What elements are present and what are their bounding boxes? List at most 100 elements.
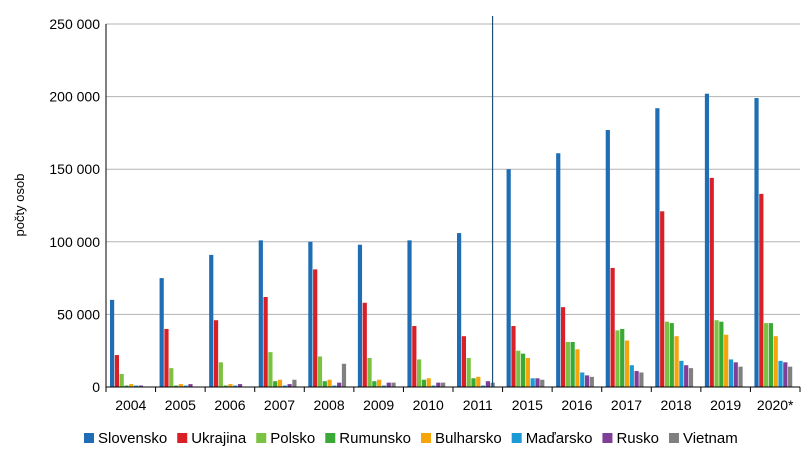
bar-ukrajina-2007: [263, 296, 268, 387]
bar-polsko-2005: [169, 368, 174, 387]
bar-vietnam-2016: [589, 376, 594, 387]
bar-vietnam-2009: [391, 382, 396, 387]
bar-maďarsko-2007: [282, 385, 287, 387]
x-tick-label: 2006: [214, 397, 245, 413]
x-tick-label: 2016: [561, 397, 592, 413]
bar-slovensko-2010: [407, 240, 412, 387]
bar-bulharsko-2015: [525, 357, 530, 387]
legend-item-vietnam: Vietnam: [668, 430, 738, 447]
bar-slovensko-2009: [357, 244, 363, 387]
x-tick-label: 2017: [611, 397, 642, 413]
legend: Slovensko Ukrajina Polsko Rumunsko Bulharsko…: [84, 430, 738, 447]
bar-rusko-2005: [188, 384, 193, 387]
bar-ukrajina-2019: [709, 177, 714, 387]
bar-rumunsko-2004: [124, 385, 129, 387]
bar-ukrajina-2020: [759, 193, 764, 387]
bar-polsko-2015: [516, 350, 521, 387]
x-axis-ticks: 2004 2005 2006 2007 2008 2009 2010 2011 2015 2016…: [105, 387, 801, 413]
legend-item-slovensko: Slovensko: [84, 430, 167, 447]
bar-polsko-2016: [565, 341, 570, 387]
legend-label: Slovensko: [98, 430, 167, 447]
legend-label: Ukrajina: [191, 430, 247, 447]
bar-maďarsko-2017: [629, 365, 634, 387]
bar-rusko-2004: [138, 385, 143, 387]
bar-maďarsko-2009: [381, 385, 387, 387]
bar-maďarsko-2008: [332, 385, 337, 387]
x-tick-label: 2008: [313, 397, 344, 413]
bar-slovensko-2015: [506, 169, 511, 387]
x-tick-label: 2019: [710, 397, 741, 413]
bar-vietnam-2020: [788, 366, 793, 387]
bar-vietnam-2007: [292, 379, 297, 387]
x-tick-label: 2018: [660, 397, 691, 413]
legend-item-maďarsko: Maďarsko: [511, 430, 592, 447]
legend-swatch: [668, 433, 679, 443]
legend-label: Polsko: [270, 430, 315, 447]
bar-slovensko-2018: [655, 108, 660, 387]
bar-ukrajina-2009: [362, 302, 367, 387]
bar-rusko-2011: [485, 381, 490, 387]
bar-slovensko-2017: [605, 129, 610, 387]
bar-rumunsko-2011: [471, 378, 476, 387]
bar-rumunsko-2015: [520, 353, 526, 387]
legend-label: Bulharsko: [435, 430, 502, 447]
x-tick-label: 2011: [463, 397, 493, 413]
bar-bulharsko-2005: [178, 384, 183, 387]
bar-bulharsko-2020: [773, 336, 778, 387]
legend-item-rumunsko: Rumunsko: [325, 430, 411, 447]
bar-ukrajina-2015: [511, 326, 516, 387]
bar-rumunsko-2007: [273, 381, 278, 387]
bar-rumunsko-2020: [768, 323, 774, 387]
bar-maďarsko-2004: [134, 385, 139, 387]
bar-rumunsko-2016: [570, 341, 575, 387]
bar-ukrajina-2006: [213, 320, 219, 387]
bar-rumunsko-2005: [173, 385, 179, 387]
bar-ukrajina-2004: [114, 355, 119, 387]
bar-slovensko-2006: [209, 254, 214, 387]
bar-vietnam-2019: [738, 366, 743, 387]
bar-maďarsko-2020: [778, 360, 783, 387]
bar-rumunsko-2019: [719, 321, 724, 387]
legend-swatch: [420, 433, 431, 443]
bar-maďarsko-2005: [183, 385, 188, 387]
bar-bulharsko-2016: [575, 349, 580, 387]
bar-maďarsko-2015: [530, 378, 535, 387]
bar-ukrajina-2005: [164, 328, 169, 387]
legend-label: Rumunsko: [339, 430, 411, 447]
bar-rumunsko-2017: [620, 328, 625, 387]
bar-slovensko-2007: [258, 240, 263, 387]
bar-rumunsko-2009: [372, 381, 377, 387]
bar-maďarsko-2010: [431, 385, 436, 387]
bar-rusko-2007: [287, 384, 292, 387]
legend-item-ukrajina: Ukrajina: [177, 430, 247, 447]
y-tick-label: 50 000: [57, 306, 100, 322]
x-tick-label: 2009: [363, 397, 394, 413]
bar-polsko-2006: [218, 362, 223, 387]
y-tick-label: 0: [92, 379, 100, 395]
bar-rusko-2006: [237, 384, 243, 387]
y-tick-label: 250 000: [49, 16, 100, 32]
bar-vietnam-2017: [639, 372, 644, 387]
bar-polsko-2020: [764, 323, 769, 387]
bar-vietnam-2010: [441, 382, 446, 387]
bar-ukrajina-2018: [660, 211, 665, 387]
legend-label: Vietnam: [683, 430, 738, 447]
x-tick-label: 2004: [115, 397, 146, 413]
bar-ukrajina-2011: [461, 336, 466, 387]
legend-item-bulharsko: Bulharsko: [420, 430, 502, 447]
legend-swatch: [256, 433, 267, 443]
legend-swatch: [325, 433, 336, 443]
bar-maďarsko-2016: [580, 372, 585, 387]
x-tick-label: 2010: [413, 397, 444, 413]
bar-rumunsko-2010: [421, 379, 427, 387]
bar-polsko-2008: [317, 356, 323, 387]
x-tick-label: 2020*: [757, 397, 794, 413]
bar-bulharsko-2011: [476, 376, 481, 387]
bar-rumunsko-2008: [322, 381, 327, 387]
bar-rusko-2008: [337, 382, 342, 387]
bar-rusko-2018: [684, 365, 689, 387]
bar-bulharsko-2008: [327, 379, 332, 387]
legend-swatch: [84, 433, 94, 443]
bar-polsko-2007: [268, 352, 273, 387]
